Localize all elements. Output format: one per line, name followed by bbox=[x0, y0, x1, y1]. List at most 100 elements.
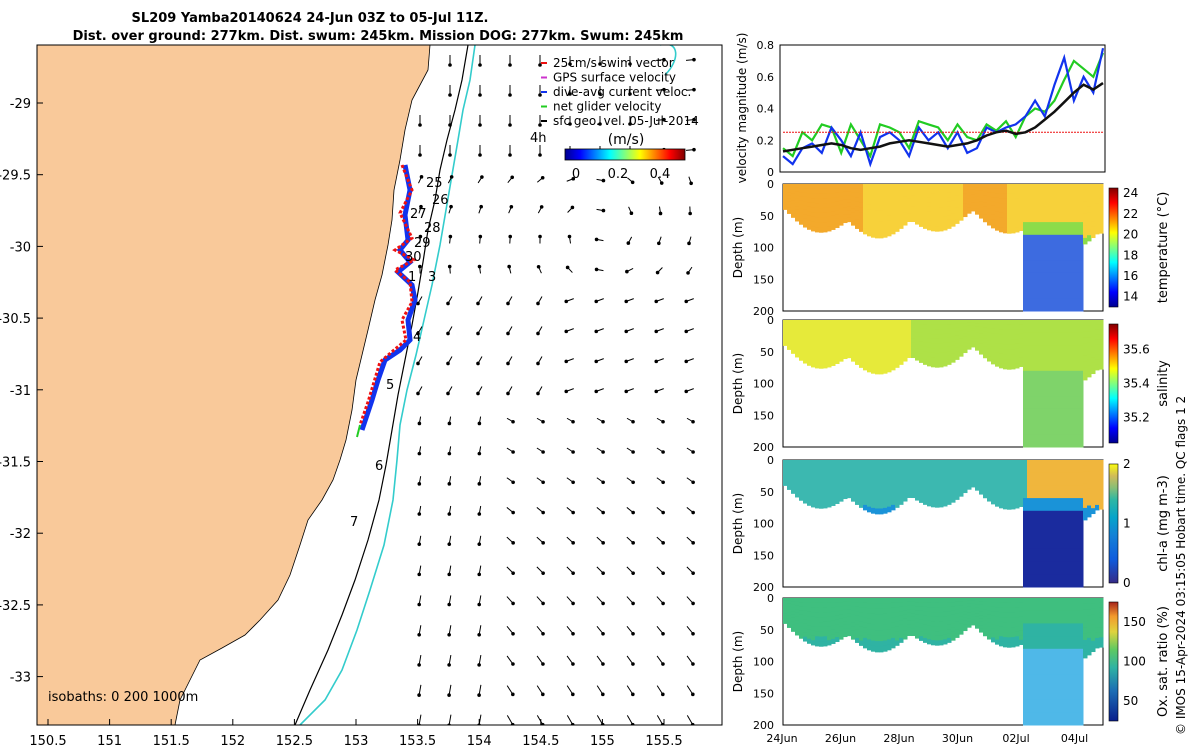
section-cell bbox=[975, 326, 980, 330]
section-cell bbox=[1079, 561, 1084, 575]
section-cell bbox=[999, 460, 1004, 466]
section-cell bbox=[811, 324, 816, 330]
vector-head bbox=[416, 331, 420, 336]
section-cell bbox=[1071, 712, 1076, 726]
section-cell bbox=[915, 622, 920, 627]
section-cell bbox=[1099, 504, 1104, 510]
section-cell bbox=[1063, 636, 1068, 650]
section-cell bbox=[811, 502, 816, 508]
section-cell bbox=[783, 460, 788, 464]
vector-head bbox=[631, 601, 635, 606]
section-cell bbox=[1079, 184, 1084, 198]
section-cell bbox=[1051, 548, 1056, 563]
section-cell bbox=[1055, 345, 1060, 359]
section-cell bbox=[999, 203, 1004, 209]
section-cell bbox=[911, 490, 916, 495]
section-cell bbox=[951, 464, 956, 469]
section-cell bbox=[1015, 483, 1020, 490]
section-cell bbox=[1099, 223, 1104, 229]
section-cell bbox=[1007, 223, 1012, 229]
section-cell bbox=[1035, 699, 1040, 713]
section-cell bbox=[963, 473, 968, 477]
section-cell bbox=[883, 320, 888, 326]
depth-tick: 50 bbox=[760, 486, 774, 499]
section-cell bbox=[911, 214, 916, 219]
section-cell bbox=[831, 478, 836, 484]
section-cell bbox=[1075, 184, 1080, 198]
section-cell bbox=[1067, 345, 1072, 359]
section-cell bbox=[815, 602, 820, 609]
section-cell bbox=[799, 200, 804, 205]
section-cell bbox=[1067, 272, 1072, 287]
section-cell bbox=[823, 334, 828, 340]
section-cell bbox=[1055, 460, 1060, 474]
section-cell bbox=[955, 331, 960, 337]
section-cell bbox=[1047, 370, 1052, 384]
date-axis: 24Jun 26Jun 28Jun 30Jun 02Jul 04Jul bbox=[766, 732, 1088, 745]
section-cell bbox=[1011, 354, 1016, 360]
section-cell bbox=[867, 634, 872, 640]
section-cell bbox=[931, 338, 936, 344]
section-cell bbox=[991, 341, 996, 347]
section-cell bbox=[851, 614, 856, 620]
section-cell bbox=[891, 494, 896, 501]
section-cell bbox=[1047, 421, 1052, 435]
section-cell bbox=[875, 221, 880, 228]
section-cell bbox=[927, 616, 932, 622]
section-cell bbox=[783, 465, 788, 469]
section-cell bbox=[791, 617, 796, 622]
section-cell bbox=[827, 207, 832, 213]
vector-head bbox=[692, 117, 696, 122]
section-cell bbox=[791, 210, 796, 215]
section-cell bbox=[915, 348, 920, 353]
section-cell bbox=[975, 469, 980, 473]
section-cell bbox=[1039, 574, 1044, 588]
section-cell bbox=[1063, 460, 1068, 474]
section-cell bbox=[863, 208, 868, 215]
section-cell bbox=[827, 607, 832, 613]
section-cell bbox=[1023, 234, 1028, 248]
section-cell bbox=[1043, 370, 1048, 384]
section-cell bbox=[1087, 460, 1092, 467]
section-cell bbox=[811, 343, 816, 349]
vector-head bbox=[511, 419, 515, 424]
section-cell bbox=[827, 616, 832, 622]
section-cell bbox=[907, 467, 912, 472]
section-cell bbox=[1075, 285, 1080, 299]
section-cell bbox=[795, 206, 800, 211]
section-cell bbox=[807, 193, 812, 199]
section-cell bbox=[927, 469, 932, 475]
section-cell bbox=[951, 320, 956, 325]
section-cell bbox=[1003, 324, 1008, 331]
section-cell bbox=[847, 331, 852, 336]
section-cell bbox=[1015, 188, 1020, 195]
section-cell bbox=[983, 613, 988, 618]
vector-head bbox=[661, 450, 665, 454]
section-cell bbox=[1043, 396, 1048, 410]
section-cell bbox=[911, 493, 916, 499]
section-cell bbox=[863, 642, 868, 649]
section-cell bbox=[1059, 598, 1064, 612]
section-cell bbox=[1003, 489, 1008, 495]
section-cell bbox=[987, 188, 992, 193]
section-cell bbox=[1047, 598, 1052, 612]
section-cell bbox=[927, 496, 932, 502]
section-cell bbox=[835, 619, 840, 625]
section-cell bbox=[1087, 218, 1092, 225]
section-cell bbox=[1063, 536, 1068, 550]
section-cell bbox=[995, 492, 1000, 498]
section-cell bbox=[887, 598, 892, 604]
section-cell bbox=[867, 199, 872, 206]
section-cell bbox=[995, 329, 1000, 335]
section-cell bbox=[915, 614, 920, 619]
section-cell bbox=[1091, 184, 1096, 190]
section-cell bbox=[791, 604, 796, 609]
depth-tick: 100 bbox=[753, 518, 774, 531]
section-cell bbox=[1043, 358, 1048, 372]
section-cell bbox=[939, 598, 944, 604]
section-cell bbox=[971, 338, 976, 343]
section-cell bbox=[1023, 184, 1028, 198]
section-cell bbox=[827, 226, 832, 232]
section-cell bbox=[1023, 358, 1028, 372]
section-cell bbox=[963, 607, 968, 612]
